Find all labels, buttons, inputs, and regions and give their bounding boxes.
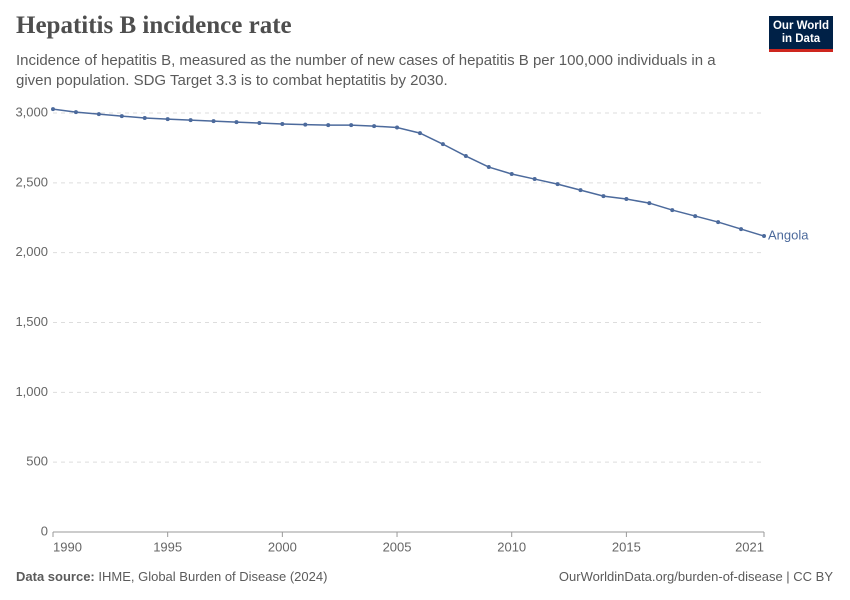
footer-link[interactable]: OurWorldinData.org/burden-of-disease | C… (558, 569, 833, 584)
data-point (601, 194, 606, 199)
y-tick-label: 1,500 (15, 314, 48, 329)
data-point (578, 188, 583, 193)
data-point (486, 165, 491, 170)
y-tick-label: 2,500 (15, 174, 48, 189)
y-tick-label: 2,000 (15, 244, 48, 259)
data-point (303, 122, 308, 127)
source-label: Data source: (16, 569, 95, 584)
data-point (142, 116, 147, 121)
data-point (280, 122, 285, 127)
data-point (693, 214, 698, 219)
chart-title: Hepatitis B incidence rate (16, 12, 292, 39)
source: Data source: IHME, Global Burden of Dise… (16, 569, 327, 584)
data-point (188, 118, 193, 123)
data-point (73, 110, 78, 115)
series-label: Angola (768, 227, 809, 242)
logo-text: in Data (781, 33, 821, 45)
data-point (372, 124, 377, 129)
x-tick-label: 2015 (612, 539, 641, 554)
data-point (234, 120, 239, 125)
data-point (349, 123, 354, 128)
data-point (670, 208, 675, 213)
x-tick-label: 2000 (268, 539, 297, 554)
data-point (716, 220, 721, 225)
data-point (211, 119, 216, 124)
x-tick-label: 1995 (153, 539, 182, 554)
data-point (417, 131, 422, 136)
y-tick-label: 1,000 (15, 384, 48, 399)
x-tick-label: 2021 (735, 539, 764, 554)
data-point (624, 197, 629, 202)
data-point (509, 172, 514, 177)
data-point (51, 107, 55, 112)
series-line (52, 108, 765, 237)
source-text: IHME, Global Burden of Disease (2024) (98, 569, 328, 584)
data-point (647, 201, 652, 206)
data-point (739, 227, 744, 232)
x-tick-label: 2005 (383, 539, 412, 554)
data-point (395, 125, 400, 130)
data-point (762, 234, 766, 239)
y-tick-label: 500 (26, 454, 48, 469)
y-tick-label: 0 (41, 523, 48, 538)
data-point (555, 182, 560, 187)
data-point (257, 121, 262, 126)
data-point (463, 154, 468, 159)
data-point (532, 177, 537, 182)
y-tick-label: 3,000 (15, 104, 48, 119)
data-point (96, 112, 101, 117)
data-point (440, 142, 445, 147)
data-point (326, 123, 331, 128)
x-tick-label: 1990 (53, 539, 82, 554)
logo[interactable]: Our World in Data (769, 16, 833, 52)
data-point (119, 114, 124, 119)
data-point (165, 117, 170, 122)
logo-text: Our World (772, 20, 829, 32)
chart-subtitle: Incidence of hepatitis B, measured as th… (16, 52, 716, 89)
x-tick-label: 2010 (497, 539, 526, 554)
